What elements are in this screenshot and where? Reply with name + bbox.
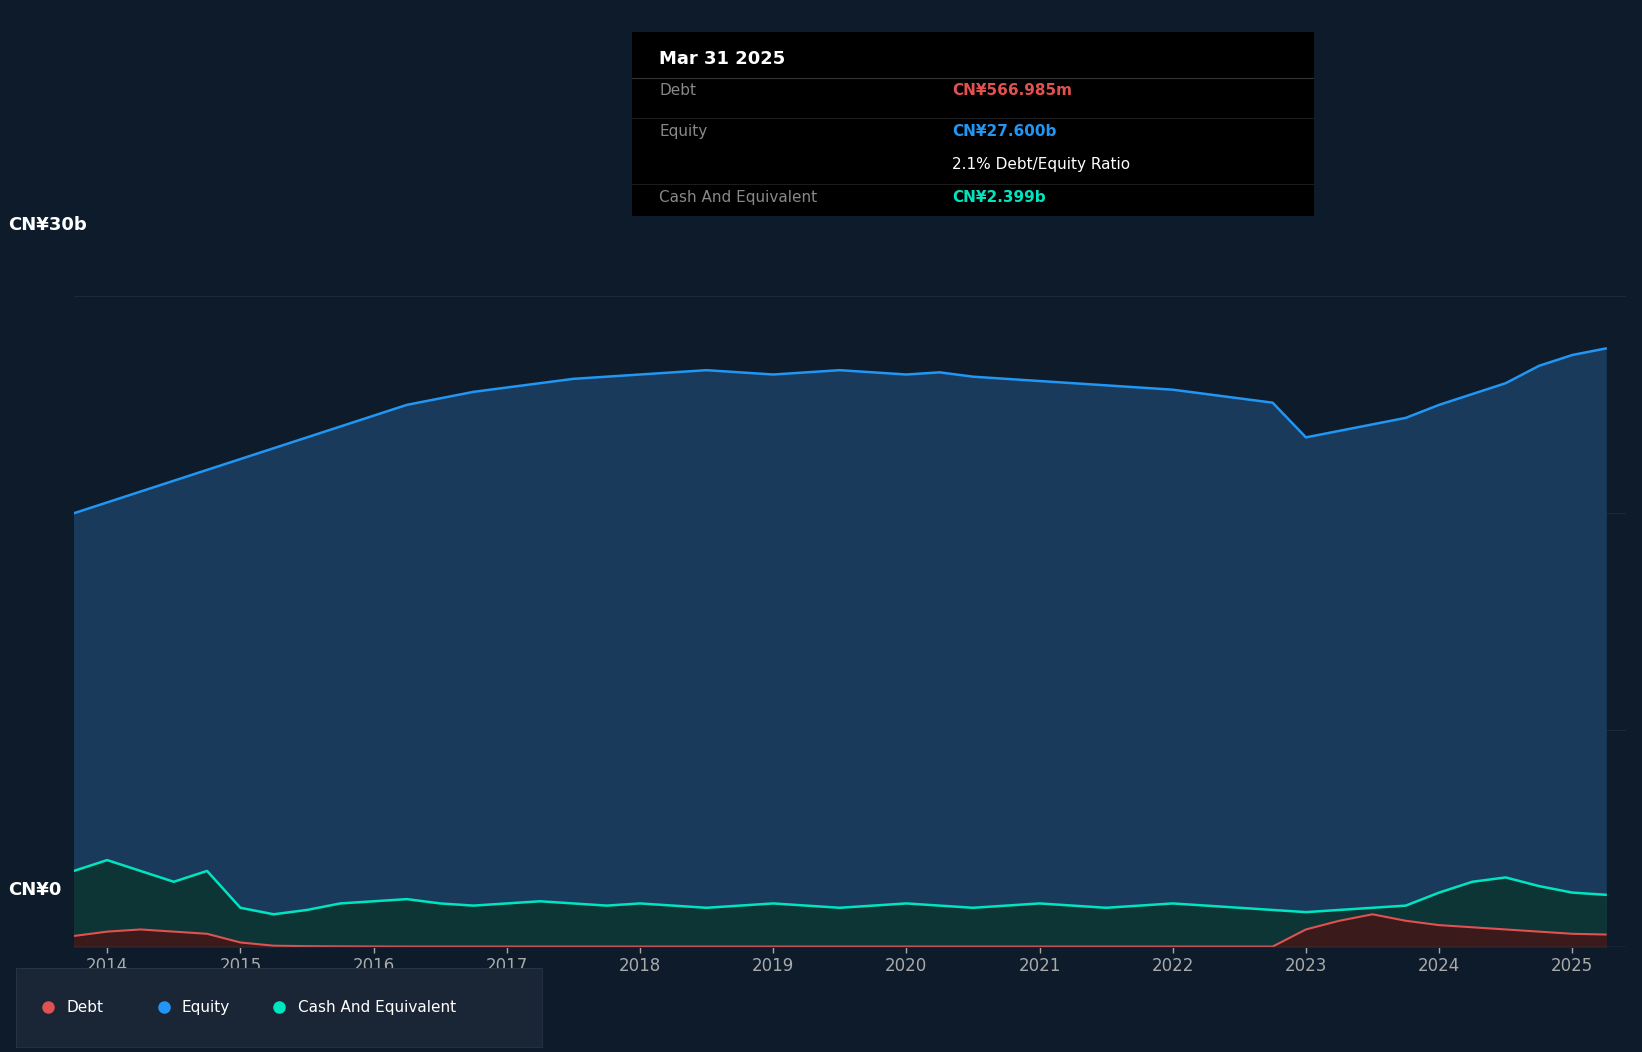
Text: CN¥2.399b: CN¥2.399b (952, 189, 1046, 205)
Text: Mar 31 2025: Mar 31 2025 (660, 49, 785, 68)
Text: Cash And Equivalent: Cash And Equivalent (660, 189, 818, 205)
Text: Debt: Debt (66, 999, 103, 1015)
Text: Debt: Debt (660, 83, 696, 98)
Text: 2.1% Debt/Equity Ratio: 2.1% Debt/Equity Ratio (952, 157, 1131, 171)
Text: CN¥27.600b: CN¥27.600b (952, 124, 1057, 139)
Text: Cash And Equivalent: Cash And Equivalent (297, 999, 456, 1015)
Text: CN¥566.985m: CN¥566.985m (952, 83, 1072, 98)
Text: Equity: Equity (660, 124, 708, 139)
Text: CN¥30b: CN¥30b (8, 216, 87, 234)
Text: CN¥0: CN¥0 (8, 882, 62, 899)
Text: Equity: Equity (182, 999, 230, 1015)
